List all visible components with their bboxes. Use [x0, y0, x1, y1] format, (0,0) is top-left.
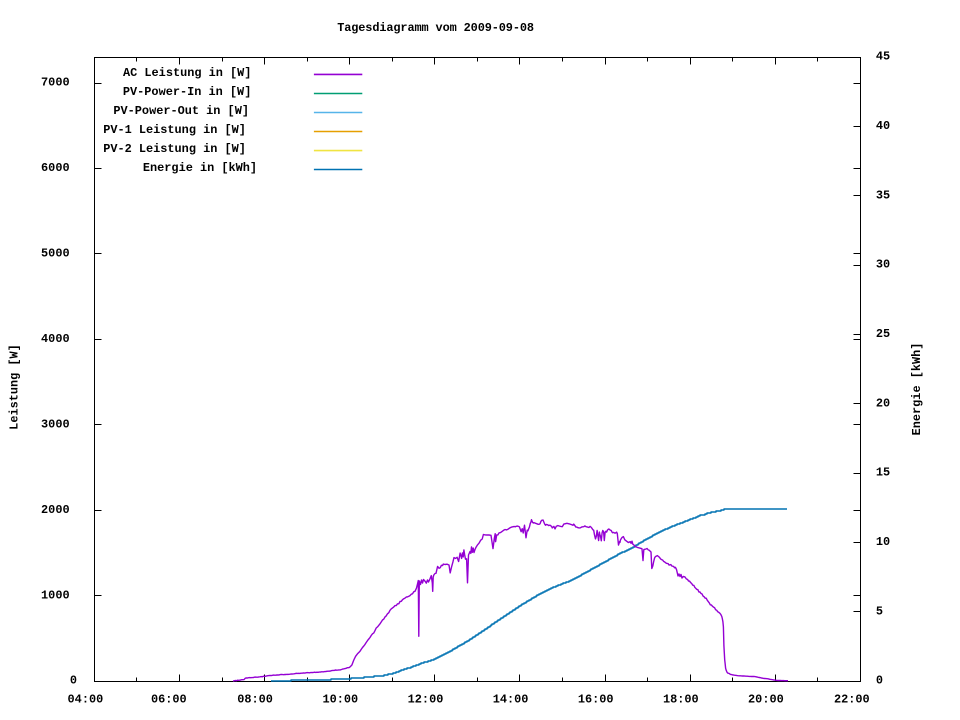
svg-text:PV-Power-Out in [W]: PV-Power-Out in [W]: [113, 104, 249, 118]
svg-text:Energie [kWh]: Energie [kWh]: [910, 343, 924, 436]
svg-text:04:00: 04:00: [68, 693, 104, 707]
svg-text:20:00: 20:00: [748, 693, 784, 707]
svg-text:15: 15: [876, 466, 890, 480]
svg-text:4000: 4000: [41, 332, 70, 346]
svg-text:08:00: 08:00: [237, 693, 273, 707]
svg-text:12:00: 12:00: [408, 693, 444, 707]
svg-text:20: 20: [876, 396, 890, 410]
svg-text:0: 0: [876, 674, 883, 688]
svg-text:22:00: 22:00: [834, 693, 870, 707]
svg-text:Energie in [kWh]: Energie in [kWh]: [143, 161, 257, 175]
svg-text:10:00: 10:00: [322, 693, 358, 707]
svg-text:PV-Power-In in [W]: PV-Power-In in [W]: [123, 85, 251, 99]
svg-text:PV-1 Leistung in [W]: PV-1 Leistung in [W]: [103, 123, 246, 137]
svg-text:Tagesdiagramm vom 2009-09-08: Tagesdiagramm vom 2009-09-08: [337, 21, 534, 35]
svg-text:6000: 6000: [41, 161, 70, 175]
svg-text:10: 10: [876, 535, 890, 549]
svg-text:5: 5: [876, 604, 883, 618]
svg-text:35: 35: [876, 188, 890, 202]
svg-text:PV-2 Leistung in [W]: PV-2 Leistung in [W]: [103, 142, 246, 156]
svg-text:2000: 2000: [41, 503, 70, 517]
svg-text:30: 30: [876, 258, 890, 272]
svg-text:1000: 1000: [41, 588, 70, 602]
svg-text:45: 45: [876, 50, 890, 64]
svg-text:5000: 5000: [41, 247, 70, 261]
svg-text:7000: 7000: [41, 76, 70, 90]
svg-text:40: 40: [876, 119, 890, 133]
svg-text:18:00: 18:00: [663, 693, 699, 707]
svg-text:0: 0: [70, 674, 77, 688]
svg-text:AC Leistung in [W]: AC Leistung in [W]: [123, 66, 251, 80]
svg-text:14:00: 14:00: [493, 693, 529, 707]
svg-text:06:00: 06:00: [151, 693, 187, 707]
svg-text:16:00: 16:00: [578, 693, 614, 707]
svg-text:3000: 3000: [41, 417, 70, 431]
svg-text:Leistung [W]: Leistung [W]: [8, 344, 22, 430]
svg-text:25: 25: [876, 327, 890, 341]
